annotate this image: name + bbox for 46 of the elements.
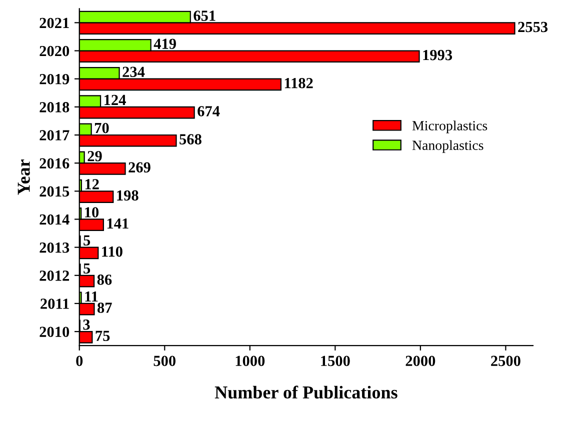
y-tick-label: 2010 <box>40 326 70 338</box>
legend-label: Nanoplastics <box>412 140 484 153</box>
y-tick-label: 2021 <box>40 18 69 28</box>
y-tick-label: 2018 <box>40 102 70 112</box>
data-label: 29 <box>88 151 102 162</box>
data-label: 75 <box>96 330 110 341</box>
data-label: 86 <box>97 274 112 285</box>
y-tick-label: 2020 <box>40 46 70 56</box>
data-label: 2553 <box>518 22 548 32</box>
x-tick-label: 1500 <box>321 356 350 366</box>
x-tick-label: 2000 <box>406 356 436 366</box>
data-label: 5 <box>84 263 90 274</box>
data-label: 3 <box>83 320 90 330</box>
data-label: 70 <box>94 122 109 134</box>
data-label: 651 <box>194 10 216 21</box>
x-tick-label: 1000 <box>236 356 265 366</box>
data-label: 87 <box>98 302 112 313</box>
data-label: 1182 <box>284 78 313 88</box>
data-label: 110 <box>102 246 122 257</box>
data-label: 269 <box>128 162 150 173</box>
data-label: 141 <box>107 218 128 229</box>
y-tick-label: 2013 <box>40 242 70 253</box>
data-label: 124 <box>104 94 126 105</box>
data-label: 11 <box>85 291 98 302</box>
y-axis-title: Year <box>18 159 30 195</box>
y-tick-label: 2015 <box>40 186 70 197</box>
data-label: 674 <box>198 106 220 116</box>
data-label: 234 <box>122 66 145 78</box>
data-label: 1993 <box>423 50 452 60</box>
y-tick-label: 2011 <box>40 298 69 309</box>
data-label: 12 <box>85 179 99 190</box>
y-tick-label: 2017 <box>40 130 70 140</box>
x-tick-label: 0 <box>76 356 83 366</box>
x-tick-label: 2500 <box>491 356 520 366</box>
y-tick-label: 2014 <box>40 214 70 225</box>
x-tick-label: 500 <box>154 356 176 366</box>
y-tick-label: 2016 <box>40 158 70 169</box>
y-tick-label: 2019 <box>40 74 70 84</box>
data-label: 419 <box>154 38 176 49</box>
data-label: 568 <box>180 134 202 144</box>
y-tick-label: 2012 <box>40 270 69 281</box>
data-label: 198 <box>117 190 138 201</box>
x-axis-title: Number of Publications <box>214 386 398 399</box>
data-label: 5 <box>84 235 90 246</box>
data-label: 10 <box>85 207 99 218</box>
legend-label: Microplastics <box>412 120 488 134</box>
